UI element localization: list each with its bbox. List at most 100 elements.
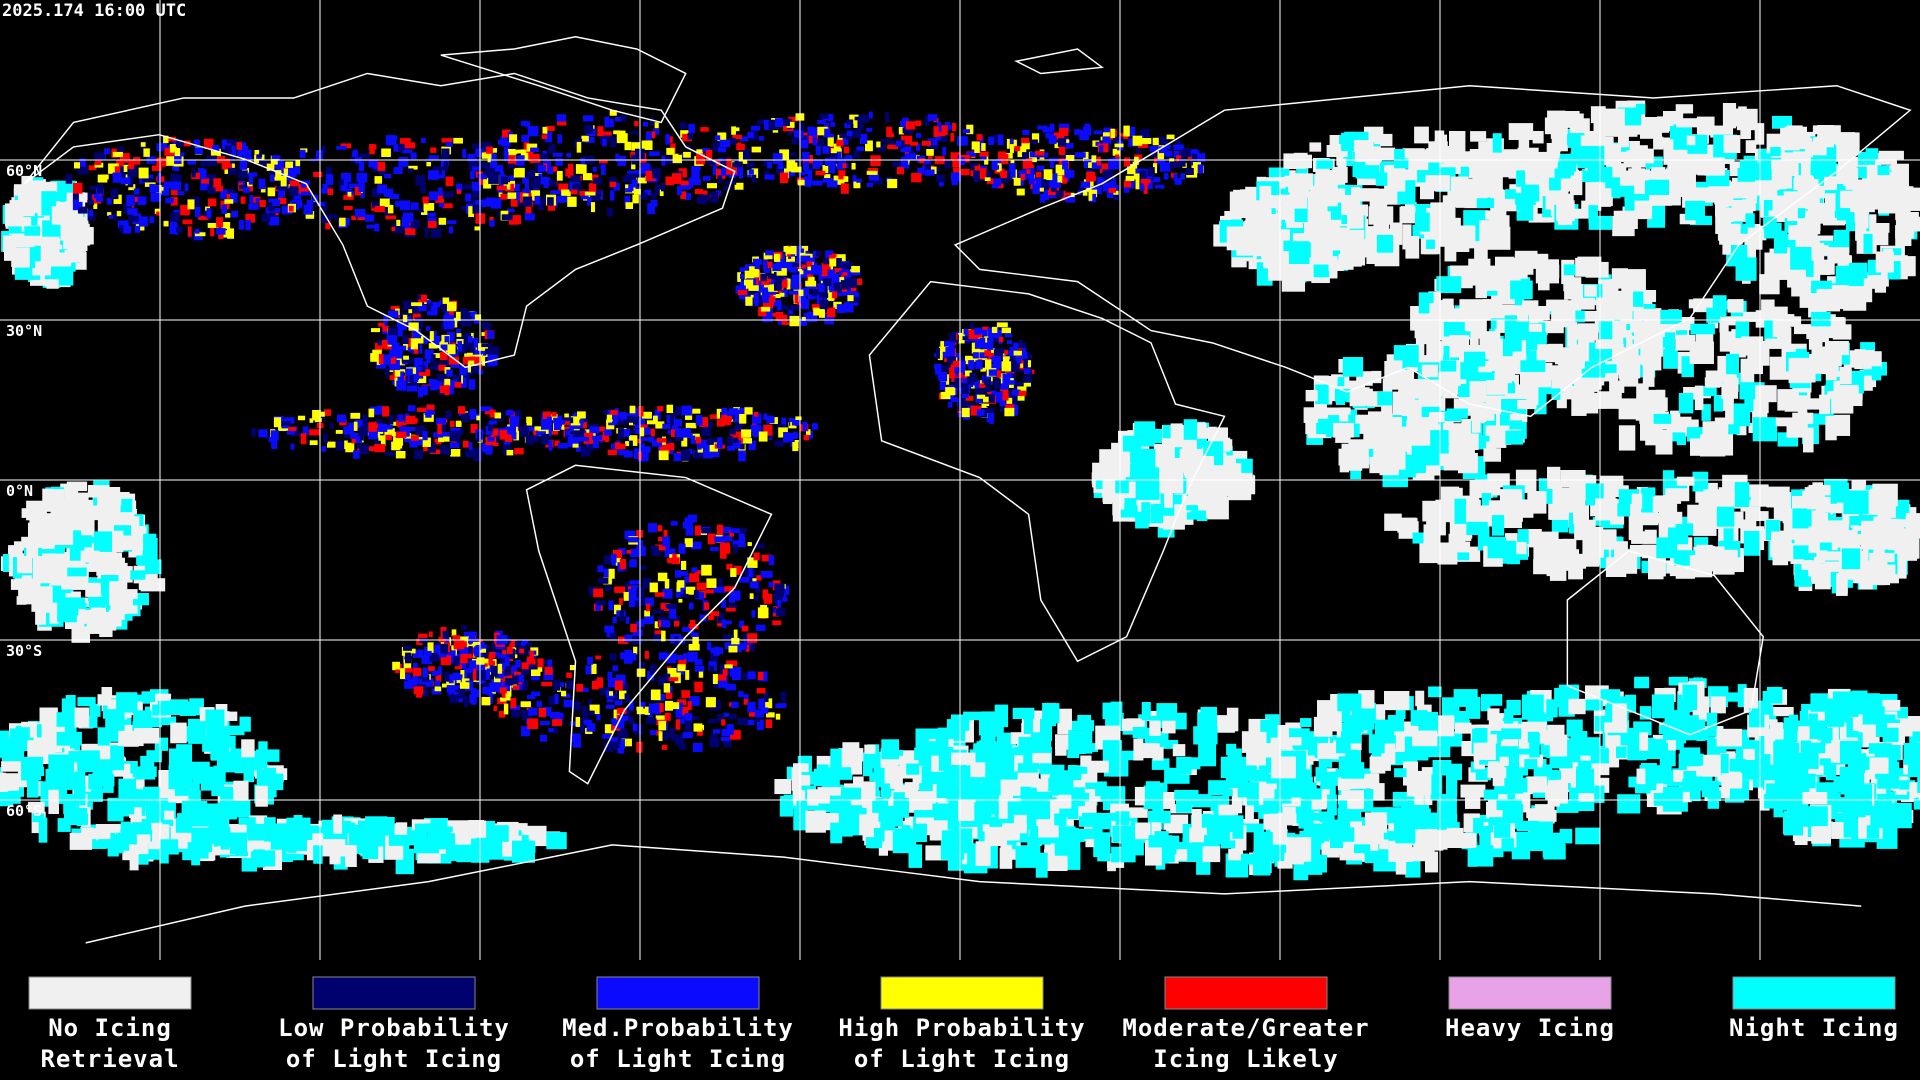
cloud-pixel [556,171,563,181]
cloud-pixel [1443,322,1470,337]
cloud-pixel [1317,700,1331,721]
cloud-pixel [1359,708,1375,730]
cloud-pixel [1337,777,1361,791]
cloud-pixel [1183,419,1198,440]
cloud-pixel [1758,763,1769,788]
cloud-pixel [1787,263,1806,288]
cloud-pixel [26,500,47,521]
cloud-pixel [254,150,260,155]
cloud-pixel [1080,755,1092,767]
cloud-pixel [121,498,133,513]
cloud-pixel [1826,770,1836,781]
cloud-pixel [1241,731,1260,753]
cloud-pixel [1084,815,1093,841]
cloud-pixel [1687,504,1701,524]
cloud-pixel [1549,506,1570,520]
cloud-pixel [1594,785,1605,803]
cloud-pixel [1196,422,1207,439]
cloud-pixel [1516,170,1525,187]
cloud-pixel [1226,707,1239,732]
cloud-pixel [1436,276,1462,294]
cloud-pixel [258,741,268,754]
cloud-pixel [1710,686,1729,697]
cloud-pixel [113,589,138,600]
cloud-pixel [110,188,119,200]
cloud-pixel [1237,229,1262,239]
cloud-pixel [1202,846,1221,863]
cloud-pixel [1845,287,1866,307]
cloud-pixel [42,553,67,568]
cloud-pixel [1615,696,1634,707]
cloud-pixel [1430,430,1449,454]
cloud-pixel [423,203,435,211]
cloud-pixel [80,550,100,563]
cloud-pixel [1416,452,1440,466]
cloud-pixel [1486,275,1497,291]
cloud-pixel [1241,854,1256,865]
cloud-pixel [1689,341,1714,364]
cloud-pixel [1341,132,1354,151]
cloud-pixel [1817,142,1827,165]
cloud-pixel [1487,708,1500,721]
cloud-pixel [1233,472,1253,482]
cloud-pixel [1102,473,1112,495]
cloud-pixel [1313,264,1330,278]
cloud-pixel [1741,360,1763,369]
cloud-pixel [33,737,44,757]
cloud-pixel [94,152,105,161]
cloud-pixel [1839,741,1862,765]
cloud-pixel [116,692,138,713]
cloud-pixel [1411,445,1431,457]
cloud-pixel [1872,556,1888,569]
cloud-pixel [1228,848,1244,861]
cloud-pixel [1719,331,1736,352]
cloud-pixel [11,233,35,249]
cloud-pixel [1279,251,1289,273]
cloud-pixel [67,492,89,503]
cloud-pixel [255,198,261,203]
cloud-pixel [1821,211,1843,223]
cloud-pixel [965,774,977,799]
cloud-pixel [894,828,913,842]
cloud-pixel [1772,546,1789,566]
cloud-pixel [72,199,79,211]
cloud-pixel [1210,800,1220,817]
cloud-pixel [1633,284,1644,307]
cloud-pixel [1576,768,1595,794]
cloud-pixel [1616,746,1627,758]
cloud-pixel [1483,789,1499,800]
cloud-pixel [57,600,77,623]
cloud-pixel [109,530,124,553]
cloud-pixel [69,240,88,252]
cloud-pixel [93,531,113,552]
cloud-pixel [427,212,436,217]
cloud-pixel [1478,435,1488,450]
cloud-pixel [1456,551,1470,561]
cloud-pixel [1406,444,1416,455]
cloud-pixel [1827,247,1850,264]
cloud-pixel [1358,690,1375,709]
cloud-pixel [1208,473,1221,499]
cloud-pixel [91,788,103,802]
cloud-pixel [1663,740,1676,751]
cloud-pixel [1716,506,1735,527]
cloud-pixel [1354,140,1372,162]
cloud-pixel [1716,728,1743,747]
cloud-pixel [1517,529,1529,545]
cloud-pixel [1145,710,1165,722]
cloud-pixel [1732,108,1744,127]
cloud-pixel [1433,219,1457,236]
cloud-pixel [1826,144,1837,156]
cloud-pixel [398,143,404,151]
cloud-pixel [1476,198,1495,209]
cloud-pixel [1578,310,1603,322]
cloud-pixel [187,226,192,237]
cloud-pixel [35,606,47,625]
cloud-pixel [345,844,357,868]
cloud-pixel [1036,819,1055,829]
cloud-pixel [1663,349,1678,369]
cloud-pixel [109,557,125,570]
cloud-pixel [398,157,409,167]
cloud-pixel [365,816,388,836]
cloud-pixel [128,509,137,523]
